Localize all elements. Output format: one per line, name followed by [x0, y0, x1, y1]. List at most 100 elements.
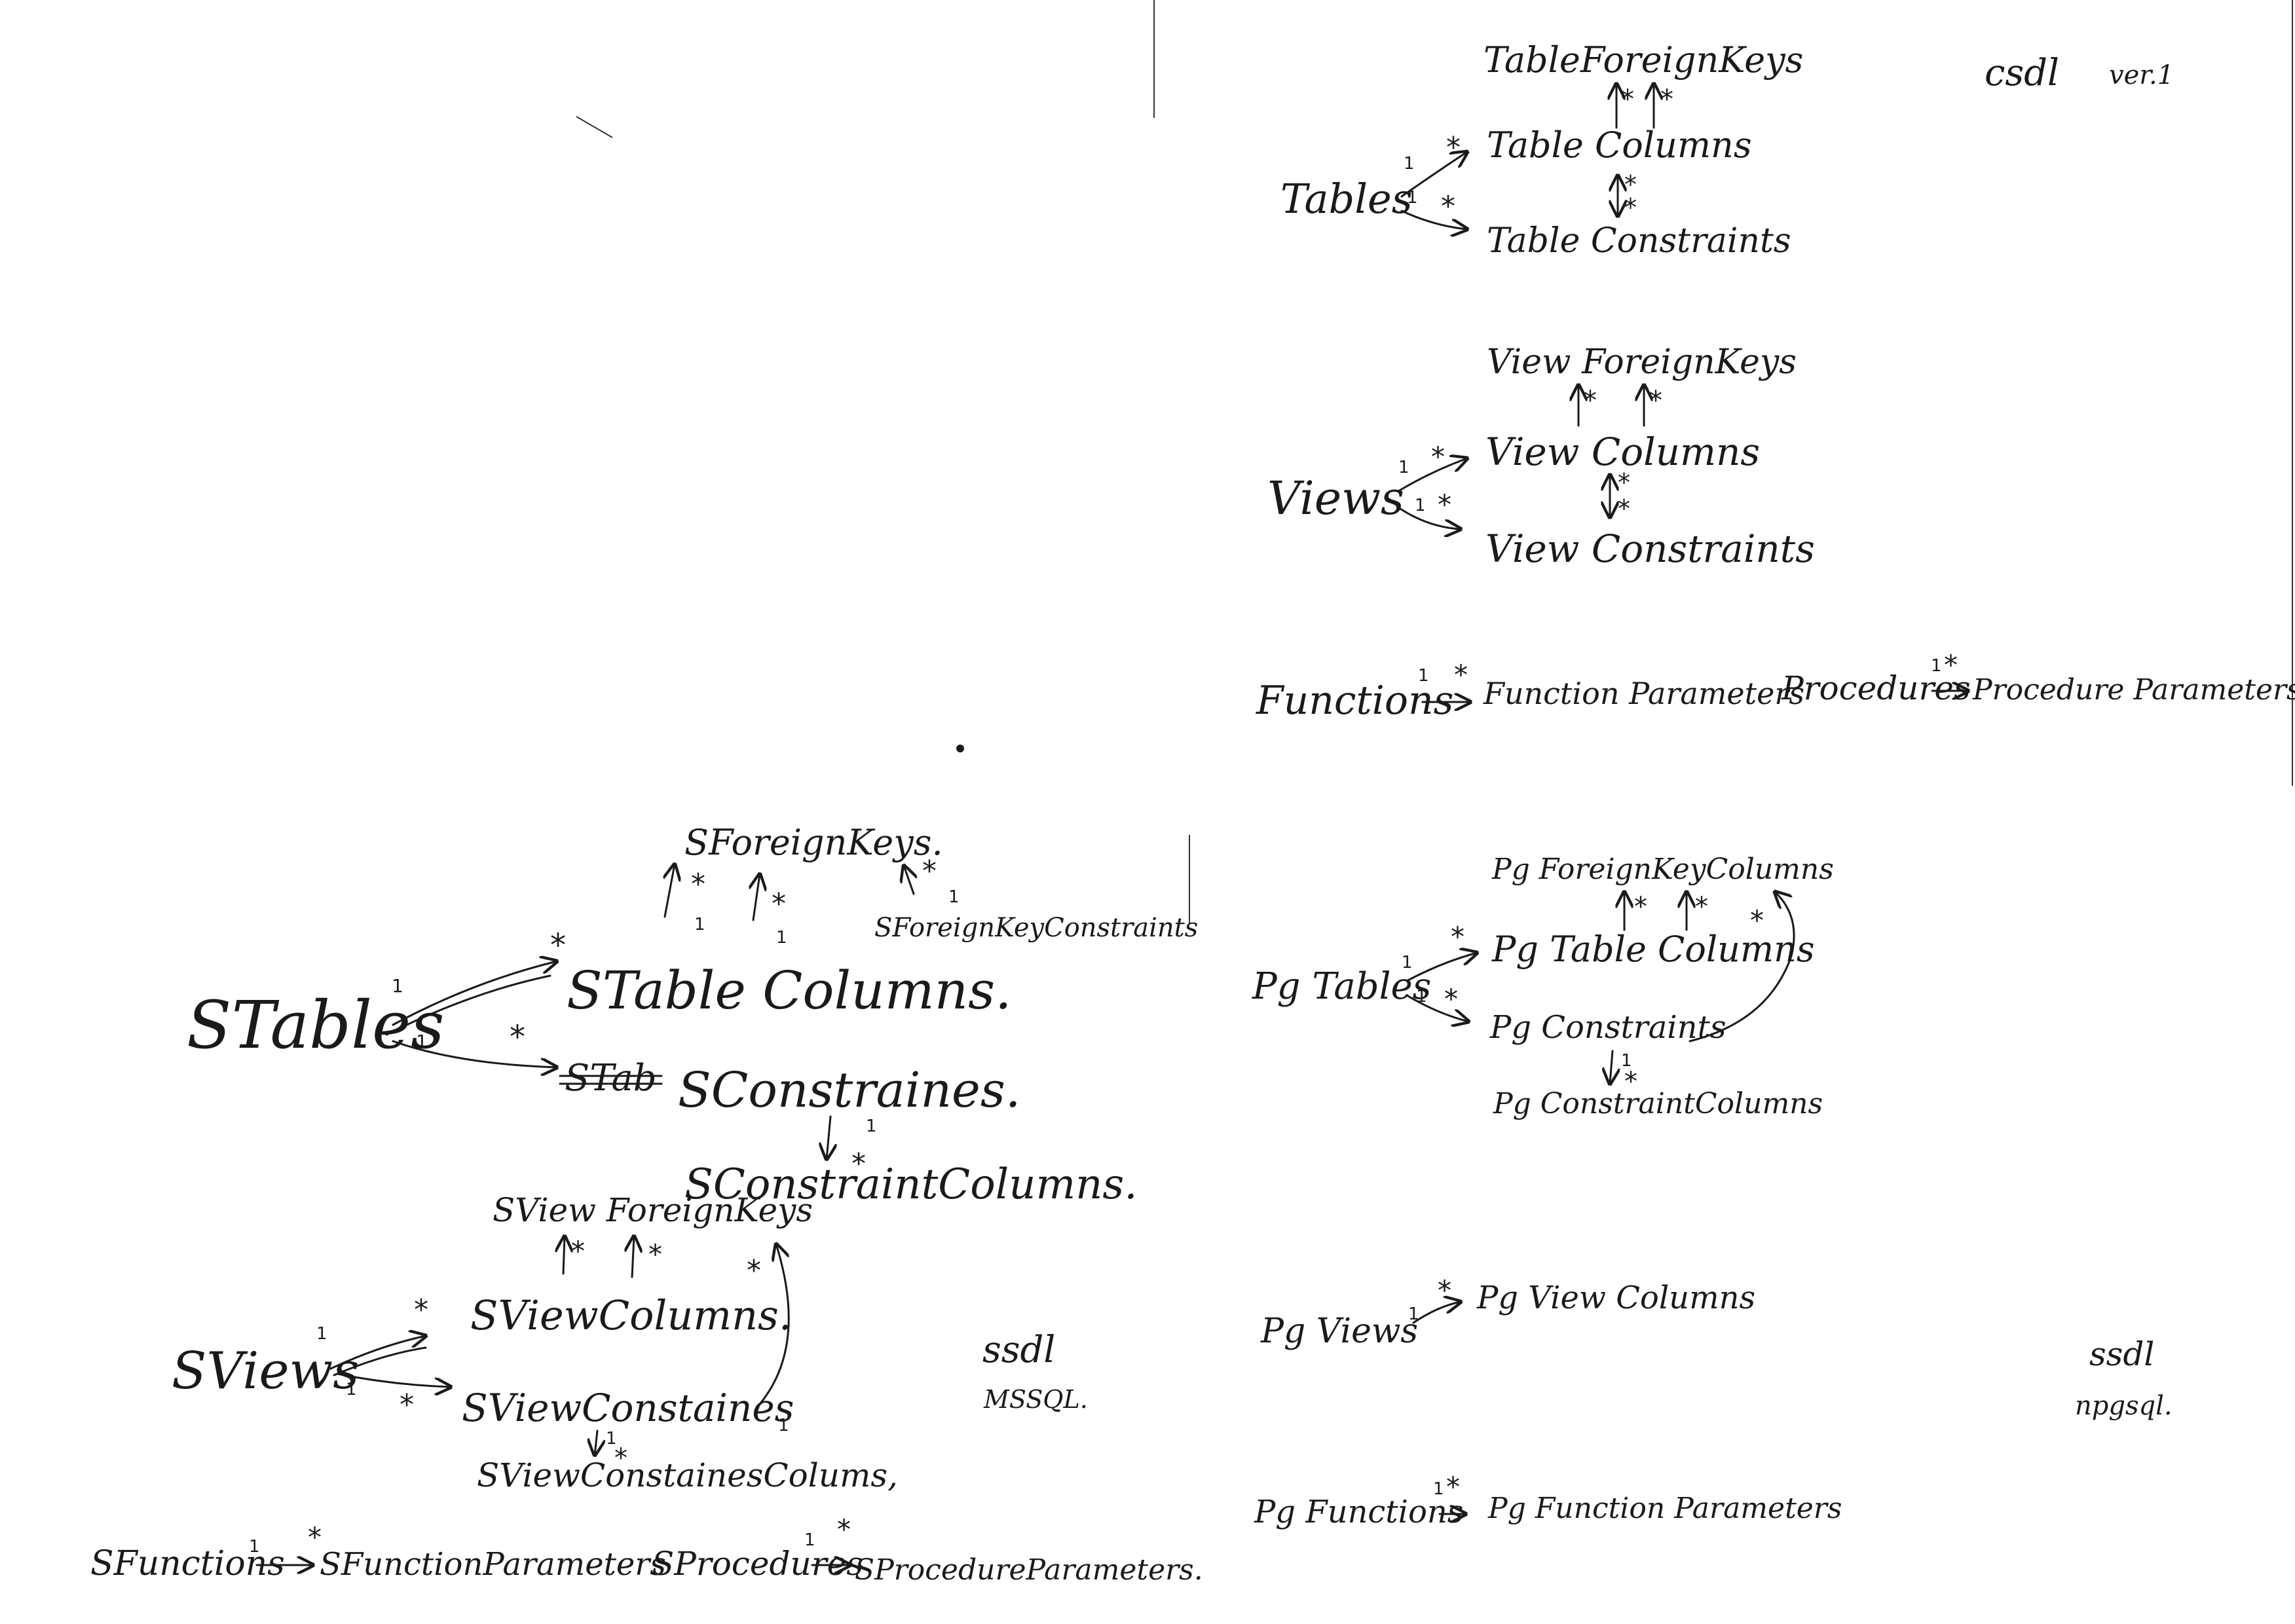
arrow-views-to-columns: [1397, 458, 1467, 492]
card-one: 1: [694, 915, 705, 934]
pg-tables: Pg Tables: [1252, 965, 1431, 1008]
card-many: *: [614, 1443, 627, 1473]
card-one: 1: [249, 1537, 260, 1557]
card-many: *: [414, 1293, 428, 1327]
csdl-view-columns: View Columns: [1485, 430, 1760, 474]
arrow-views-to-constraints: [1397, 506, 1461, 529]
card-many: *: [837, 1513, 851, 1545]
card-many: *: [1634, 892, 1647, 922]
card-one: 1: [316, 1324, 327, 1344]
mssql-constraints: SConstraines.: [678, 1062, 1020, 1118]
card-one: 1: [1418, 666, 1429, 686]
csdl-view-foreign-keys: View ForeignKeys: [1487, 342, 1797, 382]
csdl-table-columns: Table Columns: [1487, 124, 1752, 166]
mssql-constraint-columns: SConstraintColumns.: [684, 1160, 1138, 1209]
card-many: *: [1750, 904, 1764, 936]
mssql-section: ssdl MSSQL. STables SForeignKeys. SForei…: [90, 822, 1203, 1587]
mssql-constraints-struck: STab: [565, 1057, 657, 1099]
arrow-sconstraints-to-columns: [827, 1115, 830, 1159]
ssdl-npgsql-sub: npgsql.: [2075, 1391, 2173, 1421]
card-many: *: [1438, 1274, 1451, 1306]
card-many: *: [1451, 921, 1465, 953]
pg-constraints: Pg Constraints: [1489, 1009, 1726, 1046]
mssql-view-constraint-columns: SViewConstainesColums,: [477, 1456, 898, 1494]
pg-functions: Pg Functions: [1254, 1494, 1463, 1530]
card-many: *: [1584, 386, 1597, 416]
card-one: 1: [1398, 458, 1409, 477]
arrow-stables-to-constraints: [392, 1040, 557, 1067]
card-many: *: [1944, 649, 1958, 681]
csdl-function-parameters: Function Parameters: [1483, 676, 1804, 711]
mssql-table-columns: STable Columns.: [567, 960, 1012, 1021]
card-many: *: [1621, 84, 1634, 115]
ssdl-mssql-sub: MSSQL.: [983, 1385, 1088, 1414]
card-one: 1: [776, 928, 787, 948]
arrow-tables-to-constraints: [1400, 210, 1467, 229]
card-many: *: [747, 1254, 761, 1287]
csdl-tables: Tables: [1280, 175, 1413, 223]
arrow-svconstraints-to-columns: [595, 1430, 597, 1455]
arrow-scolumns-to-fk-2: [753, 874, 760, 921]
mssql-functions: SFunctions: [90, 1544, 285, 1583]
arrow-sviews-to-columns-b: [333, 1346, 427, 1376]
arrow-sviews-to-constraints: [336, 1373, 451, 1387]
csdl-procedures: Procedures: [1781, 669, 1971, 707]
card-many: *: [571, 1235, 585, 1267]
arrow-pgconstraints-to-fkcols: [1689, 892, 1795, 1043]
card-many: *: [1444, 983, 1458, 1015]
card-one: 1: [416, 1031, 428, 1052]
card-one: 1: [1621, 1051, 1632, 1071]
stray-stroke: [576, 116, 613, 138]
card-many: *: [1446, 131, 1461, 164]
mssql-procedure-parameters: SProcedureParameters.: [855, 1553, 1203, 1587]
csdl-title: csdl: [1985, 52, 2059, 94]
arrow-pgtables-to-constraints: [1406, 994, 1468, 1022]
csdl-table-foreign-keys: TableForeignKeys: [1483, 39, 1803, 81]
pg-views: Pg Views: [1260, 1312, 1418, 1351]
pg-constraint-columns: Pg ConstraintColumns: [1493, 1087, 1823, 1120]
card-many: *: [1624, 1067, 1637, 1097]
card-one: 1: [1433, 1479, 1444, 1499]
csdl-views: Views: [1267, 471, 1404, 525]
pg-view-columns: Pg View Columns: [1476, 1280, 1755, 1316]
ssdl-mssql-title: ssdl: [982, 1329, 1055, 1371]
card-many: *: [851, 1147, 866, 1181]
pg-foreign-key-columns: Pg ForeignKeyColumns: [1491, 853, 1834, 886]
mssql-procedures: SProcedures: [652, 1545, 863, 1583]
pg-function-parameters: Pg Function Parameters: [1487, 1492, 1842, 1525]
arrow-fkconstraints-to-fk: [904, 866, 914, 895]
card-many: *: [1618, 468, 1630, 497]
card-many: *: [550, 927, 566, 964]
card-many: *: [1624, 193, 1637, 222]
card-many: *: [510, 1019, 525, 1056]
csdl-view-constraints: View Constraints: [1485, 526, 1815, 571]
csdl-table-constraints: Table Constraints: [1487, 221, 1791, 261]
mssql-views: SViews: [172, 1342, 359, 1401]
mssql-fk-constraints: SForeignKeyConstraints: [874, 913, 1198, 943]
card-many: *: [1454, 659, 1468, 691]
card-many: *: [1618, 494, 1630, 523]
mssql-view-columns: SViewColumns.: [470, 1291, 792, 1339]
card-many: *: [308, 1521, 322, 1553]
mssql-function-parameters: SFunctionParameters: [320, 1546, 666, 1583]
card-many: *: [1660, 84, 1673, 115]
card-one: 1: [1404, 154, 1415, 174]
card-one: 1: [778, 1416, 789, 1435]
arrow-pgtables-to-columns: [1406, 953, 1477, 982]
card-one: 1: [1408, 1304, 1419, 1324]
card-many: *: [922, 855, 937, 888]
pg-table-columns: Pg Table Columns: [1491, 929, 1815, 970]
card-many: *: [1624, 170, 1637, 199]
arrow-stables-to-columns-b: [385, 974, 551, 1036]
card-many: *: [1431, 441, 1445, 473]
mssql-view-foreign-keys: SView ForeignKeys: [493, 1191, 813, 1229]
mssql-tables: STables: [187, 987, 445, 1063]
card-one: 1: [606, 1429, 617, 1449]
arrow-svcolumns-to-fk-1: [563, 1236, 565, 1275]
card-many: *: [772, 887, 786, 921]
arrow-pgconstraints-to-ccols: [1610, 1050, 1613, 1084]
card-one: 1: [1416, 987, 1427, 1006]
card-many: *: [1649, 386, 1662, 416]
card-one: 1: [1415, 496, 1426, 515]
